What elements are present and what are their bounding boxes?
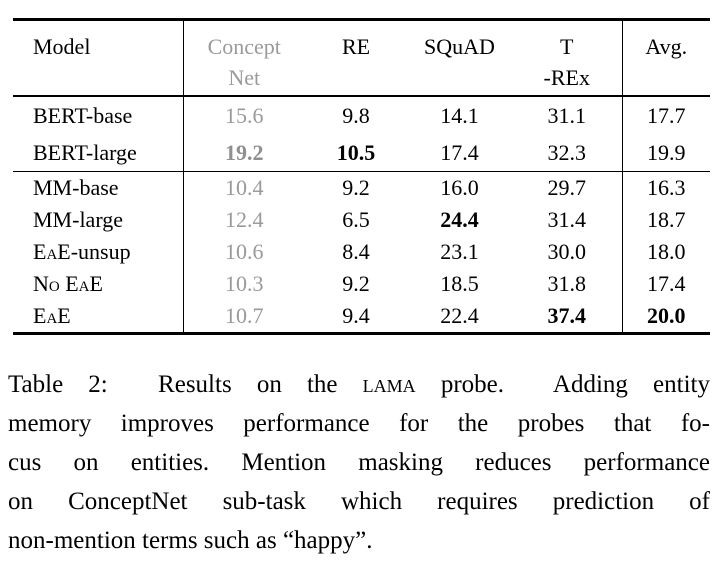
cell-squad: 17.4 xyxy=(407,134,512,172)
col-header-trex-line2: -REx xyxy=(543,65,590,90)
cell-squad: 16.0 xyxy=(440,175,479,200)
caption-line-1: Table 2: Results on the lama probe. Addi… xyxy=(8,365,710,404)
model-name: BERT-base xyxy=(13,96,184,134)
col-header-conceptnet-line1: Concept xyxy=(207,34,281,59)
col-header-conceptnet: Concept Net xyxy=(183,19,305,97)
cell-squad: 22.4 xyxy=(440,303,479,328)
cell-avg: 17.4 xyxy=(621,268,710,300)
cell-re: 9.4 xyxy=(342,303,370,328)
cell-trex: 30.0 xyxy=(547,239,587,264)
cell-re: 10.5 xyxy=(305,134,407,172)
cell-conceptnet: 10.7 xyxy=(225,303,264,328)
table-row-eae: EaE 10.7 9.4 22.4 37.4 20.0 xyxy=(13,300,710,334)
cell-trex: 31.8 xyxy=(547,271,587,296)
model-name-text: BERT-large xyxy=(33,139,137,165)
cell-trex: 29.7 xyxy=(547,175,587,200)
cell-avg: 20.0 xyxy=(621,300,710,334)
table-row-mm-large: MM-large 12.4 6.5 24.4 31.4 18.7 xyxy=(13,204,710,236)
table-row-mm-base: MM-base 10.4 9.2 16.0 29.7 16.3 xyxy=(13,171,710,204)
model-name: No EaE xyxy=(13,268,184,300)
model-name: BERT-large xyxy=(13,134,184,172)
cell-re: 9.2 xyxy=(342,271,370,296)
cell-squad: 23.1 xyxy=(440,239,479,264)
model-name-text: -unsup xyxy=(70,239,131,264)
model-name: MM-large xyxy=(13,204,184,236)
table-caption: Table 2: Results on the lama probe. Addi… xyxy=(8,365,710,560)
table-row-bert-base: BERT-base 15.6 9.8 14.1 31.1 17.7 xyxy=(13,96,710,134)
cell-trex: 31.4 xyxy=(547,207,587,232)
cell-trex: 37.4 xyxy=(547,303,587,328)
caption-line-4: on ConceptNet sub-task which requires pr… xyxy=(8,488,710,515)
col-header-trex-line1: T xyxy=(560,34,574,59)
table-row-eae-unsup: EaE-unsup 10.6 8.4 23.1 30.0 18.0 xyxy=(13,236,710,268)
col-header-trex: T -REx xyxy=(512,19,622,97)
caption-line-3: cus on entities. Mention masking reduces… xyxy=(8,449,710,476)
cell-conceptnet: 19.2 xyxy=(183,134,305,172)
cell-re: 6.5 xyxy=(342,207,370,232)
cell-re: 8.4 xyxy=(342,239,370,264)
cell-squad: 14.1 xyxy=(440,102,479,128)
model-name: MM-base xyxy=(13,171,184,204)
col-header-squad: SQuAD xyxy=(407,19,512,97)
cell-conceptnet: 10.4 xyxy=(225,175,264,200)
table-row-no-eae: No EaE 10.3 9.2 18.5 31.8 17.4 xyxy=(13,268,710,300)
model-name-text: MM-base xyxy=(33,175,119,200)
table-row-bert-large: BERT-large 19.2 10.5 17.4 32.3 19.9 xyxy=(13,134,710,172)
caption-line-2: memory improves performance for the prob… xyxy=(8,410,710,437)
cell-conceptnet: 10.3 xyxy=(225,271,264,296)
caption-text: Table 2: Results on the xyxy=(8,371,363,398)
caption-text: probe. Adding entity xyxy=(415,371,710,398)
caption-lama-smallcaps: lama xyxy=(362,371,416,398)
cell-conceptnet: 12.4 xyxy=(225,207,264,232)
cell-avg: 18.0 xyxy=(621,236,710,268)
model-name-smallcaps: No EaE xyxy=(33,271,103,296)
model-name: EaE xyxy=(13,300,184,334)
caption-line-5: non-mention terms such as “happy”. xyxy=(8,527,373,554)
cell-squad: 18.5 xyxy=(440,271,479,296)
cell-avg: 16.3 xyxy=(621,171,710,204)
cell-trex: 32.3 xyxy=(512,134,622,172)
cell-avg: 17.7 xyxy=(621,96,710,134)
cell-trex: 31.1 xyxy=(547,102,587,128)
model-name-smallcaps: EaE xyxy=(33,239,71,264)
cell-re: 9.2 xyxy=(342,175,370,200)
model-name-text: BERT-base xyxy=(33,102,133,128)
col-header-conceptnet-line2: Net xyxy=(228,65,261,90)
col-header-re: RE xyxy=(305,19,407,97)
cell-avg: 19.9 xyxy=(621,134,710,172)
model-name-smallcaps: EaE xyxy=(33,303,71,328)
col-header-avg: Avg. xyxy=(621,19,710,97)
col-header-model: Model xyxy=(13,19,184,97)
cell-avg: 18.7 xyxy=(621,204,710,236)
model-name-text: MM-large xyxy=(33,207,124,232)
model-name: EaE-unsup xyxy=(13,236,184,268)
results-table: Model Concept Net RE SQuAD T -REx Avg. B… xyxy=(13,18,710,335)
cell-re: 9.8 xyxy=(342,102,370,128)
header-row: Model Concept Net RE SQuAD T -REx Avg. xyxy=(13,19,710,97)
cell-conceptnet: 10.6 xyxy=(225,239,264,264)
cell-conceptnet: 15.6 xyxy=(225,102,264,128)
cell-squad: 24.4 xyxy=(440,207,479,232)
